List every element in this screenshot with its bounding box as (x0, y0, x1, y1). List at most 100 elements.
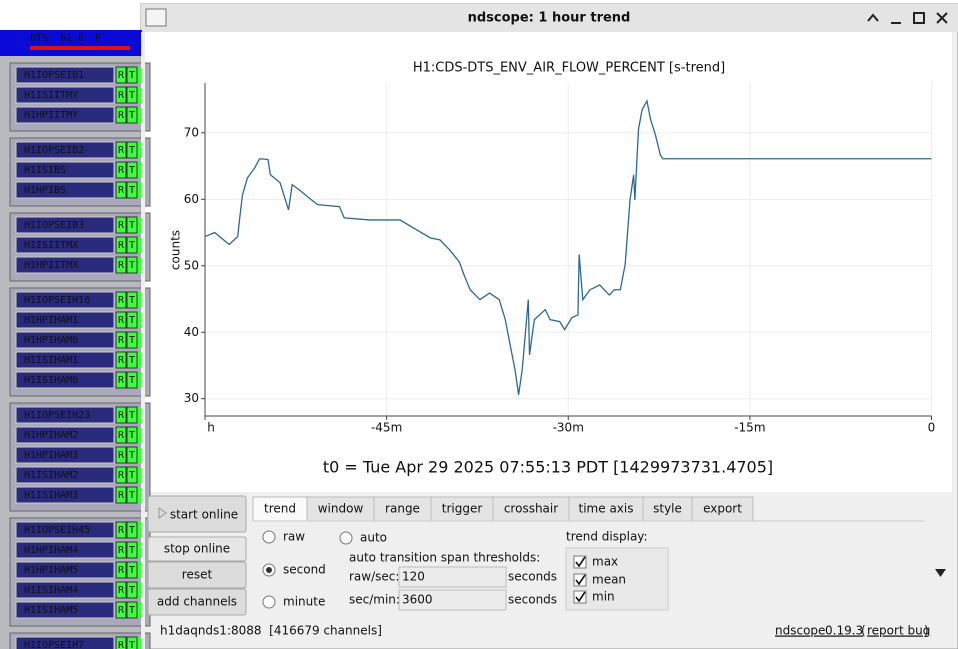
channel-button[interactable] (15, 541, 115, 559)
rt-box[interactable] (115, 446, 127, 464)
tab[interactable] (252, 496, 308, 522)
rt-box[interactable] (115, 406, 127, 424)
channel-button[interactable] (15, 601, 115, 619)
channel-button[interactable] (15, 521, 115, 539)
tab[interactable] (492, 496, 570, 522)
rt-box[interactable] (126, 141, 138, 159)
status-link[interactable]: ndscope (775, 624, 825, 638)
rt-box[interactable] (126, 581, 138, 599)
tab[interactable] (373, 496, 432, 522)
rt-box[interactable] (126, 521, 138, 539)
tab[interactable] (642, 496, 693, 522)
channel-button[interactable] (15, 216, 115, 234)
channel-button[interactable] (15, 426, 115, 444)
rt-box[interactable] (126, 426, 138, 444)
rt-box[interactable] (115, 311, 127, 329)
dts-underline (30, 46, 130, 50)
rt-box[interactable] (126, 216, 138, 234)
channel-button[interactable] (15, 236, 115, 254)
rt-box[interactable] (115, 161, 127, 179)
rt-box[interactable] (126, 466, 138, 484)
rt-box[interactable] (126, 161, 138, 179)
channel-label: H1IOPSEIH16 (24, 295, 90, 306)
rt-box[interactable] (126, 371, 138, 389)
status-link[interactable]: 0.19.3 (825, 624, 863, 638)
rt-box[interactable] (126, 311, 138, 329)
rt-box[interactable] (115, 216, 127, 234)
channel-button[interactable] (15, 181, 115, 199)
channel-label: H1HPIHAM1 (24, 315, 78, 326)
channel-button[interactable] (15, 256, 115, 274)
rt-box[interactable] (115, 106, 127, 124)
channel-button[interactable] (15, 581, 115, 599)
channel-button[interactable] (15, 466, 115, 484)
maximize[interactable] (913, 12, 925, 24)
rt-box[interactable] (115, 66, 127, 84)
channel-button[interactable] (15, 351, 115, 369)
channel-button[interactable] (15, 406, 115, 424)
rt-box[interactable] (115, 601, 127, 619)
channel-button[interactable] (15, 311, 115, 329)
button[interactable] (147, 561, 247, 589)
channel-button[interactable] (15, 291, 115, 309)
channel-button[interactable] (15, 66, 115, 84)
rt-box[interactable] (115, 426, 127, 444)
check-label: mean (592, 573, 626, 587)
channel-button[interactable] (15, 86, 115, 104)
rt-box[interactable] (126, 541, 138, 559)
rt-box[interactable] (126, 351, 138, 369)
rt-box[interactable] (126, 446, 138, 464)
rt-box[interactable] (126, 486, 138, 504)
rt-box[interactable] (115, 561, 127, 579)
rt-box[interactable] (115, 141, 127, 159)
button[interactable] (147, 495, 247, 533)
rt-box[interactable] (126, 561, 138, 579)
rt-box[interactable] (115, 86, 127, 104)
close[interactable] (936, 12, 948, 24)
channel-button[interactable] (15, 331, 115, 349)
channel-button[interactable] (15, 486, 115, 504)
rt-box[interactable] (126, 636, 138, 649)
rt-box[interactable] (115, 636, 127, 649)
rt-box[interactable] (115, 466, 127, 484)
channel-button[interactable] (15, 561, 115, 579)
rt-box[interactable] (115, 541, 127, 559)
rt-box[interactable] (126, 291, 138, 309)
rt-box[interactable] (126, 86, 138, 104)
tab[interactable] (691, 496, 754, 522)
radio[interactable] (339, 531, 353, 545)
rt-box[interactable] (115, 181, 127, 199)
channel-button[interactable] (15, 141, 115, 159)
rt-box[interactable] (115, 236, 127, 254)
rt-box[interactable] (126, 601, 138, 619)
tab[interactable] (568, 496, 644, 522)
rt-box[interactable] (126, 66, 138, 84)
rt-box[interactable] (115, 486, 127, 504)
button[interactable] (147, 588, 247, 616)
rt-box (138, 292, 142, 308)
rt-box[interactable] (115, 291, 127, 309)
rt-box[interactable] (126, 236, 138, 254)
rt-box[interactable] (115, 331, 127, 349)
expand-arrow[interactable] (935, 569, 946, 577)
rt-box[interactable] (126, 331, 138, 349)
maximize-up[interactable] (867, 13, 879, 22)
rt-box[interactable] (115, 371, 127, 389)
channel-button[interactable] (15, 106, 115, 124)
radio[interactable] (262, 595, 276, 609)
rt-box[interactable] (126, 106, 138, 124)
tab[interactable] (306, 496, 375, 522)
rt-box[interactable] (115, 351, 127, 369)
rt-box[interactable] (115, 581, 127, 599)
channel-button[interactable] (15, 636, 115, 649)
rt-box[interactable] (115, 521, 127, 539)
radio[interactable] (262, 530, 276, 544)
rt-box[interactable] (126, 406, 138, 424)
channel-button[interactable] (15, 446, 115, 464)
rt-box[interactable] (126, 181, 138, 199)
rt-box[interactable] (126, 256, 138, 274)
channel-button[interactable] (15, 371, 115, 389)
rt-box[interactable] (115, 256, 127, 274)
status-link[interactable]: report bug (867, 624, 930, 638)
channel-button[interactable] (15, 161, 115, 179)
